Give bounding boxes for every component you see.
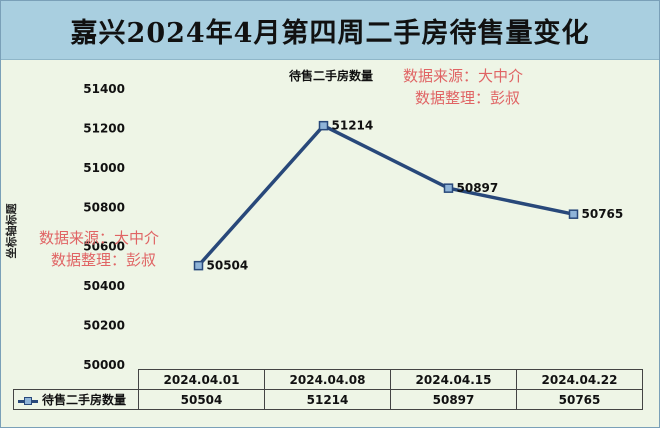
y-tick-label: 50400 — [83, 279, 125, 293]
watermark-source: 数据来源：大中介 — [39, 229, 160, 247]
legend-entry: 待售二手房数量 — [13, 389, 139, 410]
data-table-corner — [13, 369, 139, 390]
y-tick-label: 51400 — [83, 82, 125, 96]
series-line — [197, 123, 574, 267]
data-point — [443, 183, 454, 193]
data-table-header-row: 2024.04.01 2024.04.08 2024.04.15 2024.04… — [13, 369, 643, 390]
data-label: 50504 — [207, 259, 249, 273]
x-tick-label: 2024.04.01 — [138, 369, 265, 390]
y-tick-label: 50200 — [83, 319, 125, 333]
title-banner: 嘉兴2024年4月第四周二手房待售量变化 — [1, 1, 659, 60]
data-label: 51214 — [332, 119, 374, 133]
legend-line-marker-icon — [18, 396, 38, 406]
watermark-left: 数据来源：大中介 数据整理：彭叔 — [39, 227, 159, 271]
page-title: 嘉兴2024年4月第四周二手房待售量变化 — [70, 17, 590, 49]
data-table-value: 50504 — [138, 389, 265, 410]
watermark-editor: 数据整理：彭叔 — [51, 251, 157, 269]
data-table-value: 51214 — [264, 389, 391, 410]
data-label: 50765 — [582, 207, 624, 221]
data-point — [318, 120, 329, 131]
y-tick-label: 50000 — [83, 358, 125, 372]
data-point — [193, 260, 204, 271]
y-tick-label: 51200 — [83, 121, 125, 135]
series-layer: 50504 51214 50897 50765 — [193, 119, 624, 273]
x-tick-label: 2024.04.15 — [390, 369, 517, 390]
watermark-editor: 数据整理：彭叔 — [415, 89, 521, 107]
y-tick-label: 51000 — [83, 161, 125, 175]
data-label: 50897 — [457, 181, 499, 195]
watermark-top-right: 数据来源：大中介 数据整理：彭叔 — [403, 65, 523, 109]
data-point — [568, 209, 579, 219]
legend-label: 待售二手房数量 — [42, 393, 127, 407]
data-table-value: 50897 — [390, 389, 517, 410]
data-table-value-row: 待售二手房数量 50504 51214 50897 50765 — [13, 389, 643, 410]
y-tick-label: 50600 — [83, 240, 125, 254]
x-tick-label: 2024.04.22 — [516, 369, 643, 390]
y-axis-title: 坐标轴标题 — [5, 203, 18, 259]
data-table-value: 50765 — [516, 389, 643, 410]
x-tick-label: 2024.04.08 — [264, 369, 391, 390]
watermark-source: 数据来源：大中介 — [403, 67, 524, 85]
data-table: 2024.04.01 2024.04.08 2024.04.15 2024.04… — [13, 369, 643, 410]
chart-title: 待售二手房数量 — [289, 68, 373, 83]
y-tick-label: 50800 — [83, 200, 125, 214]
y-axis: 50000 50200 50400 50600 50800 51000 51200 51400 — [83, 82, 125, 372]
